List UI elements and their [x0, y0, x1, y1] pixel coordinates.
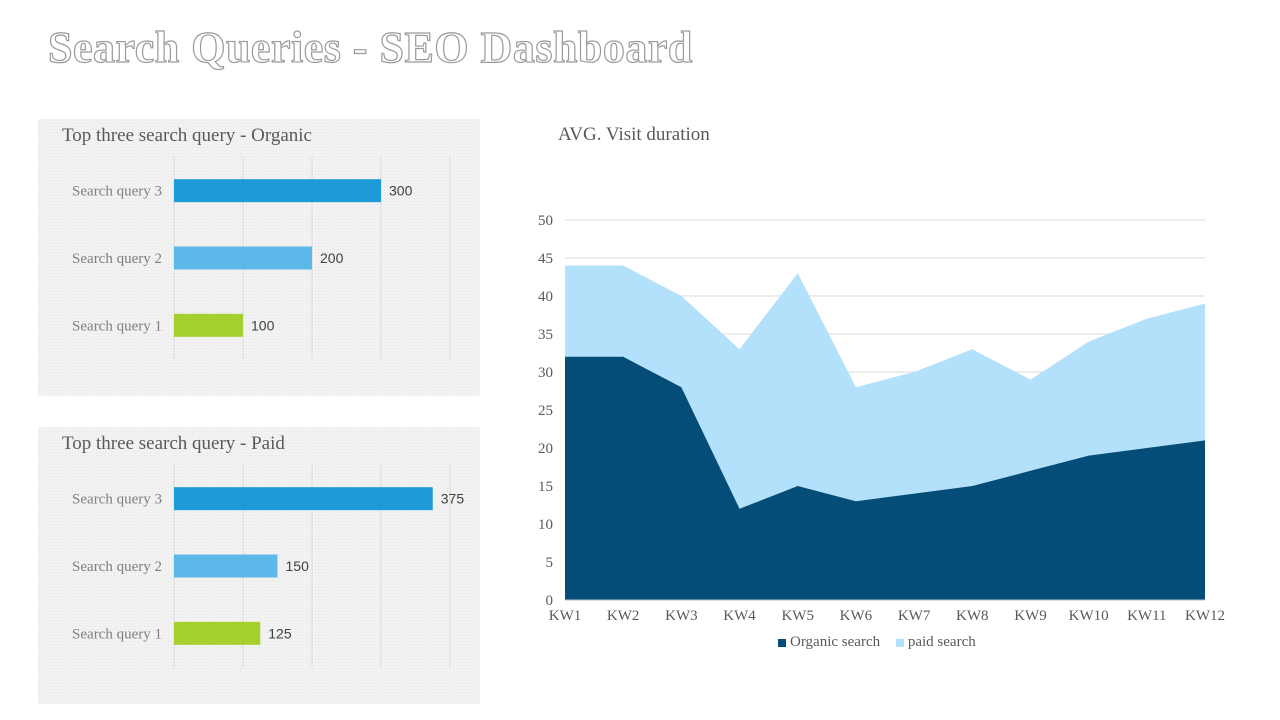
x-tick-label: KW10	[1069, 608, 1109, 624]
organic-chart-title: Top three search query - Organic	[62, 125, 312, 146]
organic-bar	[174, 179, 381, 203]
organic-bar-chart: Search query 3 300 Search query 2 200 Search…	[72, 157, 451, 359]
legend-label-paid-search: paid search	[907, 634, 976, 650]
organic-bar	[174, 246, 312, 270]
legend-swatch-organic	[778, 638, 786, 647]
legend-item-organic-search: Organic search	[778, 634, 880, 651]
organic-data-label: 300	[389, 183, 413, 199]
chart-legend: Organic search paid search	[778, 634, 988, 652]
organic-query-panel: Top three search query - Organic Search …	[38, 119, 480, 396]
y-tick-label: 40	[538, 289, 553, 305]
visit-duration-panel: AVG. Visit duration 0 5 10 15 20 25 30 35 40 45 50…	[520, 110, 1260, 670]
paid-category-label: Search query 2	[72, 559, 162, 575]
paid-bar	[174, 621, 261, 645]
visit-duration-chart-title: AVG. Visit duration	[558, 124, 710, 145]
paid-chart-title: Top three search query - Paid	[62, 433, 285, 454]
y-tick-label: 25	[538, 403, 553, 419]
legend-swatch-paid	[895, 638, 904, 647]
x-tick-label: KW8	[956, 608, 989, 624]
paid-bar	[174, 487, 433, 511]
paid-category-label: Search query 3	[72, 492, 162, 508]
y-tick-label: 30	[538, 365, 553, 381]
x-tick-label: KW4	[723, 608, 756, 624]
x-tick-label: KW2	[607, 608, 640, 624]
y-tick-label: 35	[538, 327, 553, 343]
organic-search-area	[565, 356, 1205, 600]
x-tick-label: KW9	[1014, 608, 1047, 624]
x-tick-label: KW12	[1185, 608, 1225, 624]
paid-query-panel: Top three search query - Paid Search que…	[38, 427, 480, 704]
x-tick-label: KW3	[665, 608, 698, 624]
y-tick-label: 5	[546, 555, 554, 571]
visit-duration-area-chart: 0 5 10 15 20 25 30 35 40 45 50 KW1 KW2 KW3 KW4 KW5 KW6 KW…	[538, 213, 1225, 624]
y-tick-label: 15	[538, 479, 553, 495]
organic-data-label: 200	[320, 250, 344, 266]
y-tick-label: 20	[538, 441, 553, 457]
paid-data-label: 150	[286, 558, 310, 574]
paid-data-label: 125	[268, 625, 292, 641]
x-tick-label: KW1	[549, 608, 582, 624]
organic-bar	[174, 313, 243, 337]
paid-search-area	[565, 265, 1205, 509]
organic-category-label: Search query 3	[72, 184, 162, 200]
x-tick-label: KW11	[1127, 608, 1166, 624]
y-tick-label: 0	[546, 593, 554, 609]
legend-item-paid-search: paid search	[895, 634, 976, 651]
page-title: Search Queries - SEO Dashboard	[47, 22, 693, 72]
organic-category-label: Search query 1	[72, 318, 162, 334]
y-tick-label: 50	[538, 213, 553, 229]
x-tick-label: KW7	[898, 608, 931, 624]
legend-label-organic-search: Organic search	[790, 634, 881, 650]
y-tick-label: 45	[538, 251, 553, 267]
paid-category-label: Search query 1	[72, 626, 162, 642]
paid-bar-chart: Search query 3 375 Search query 2 150 Search…	[72, 465, 465, 667]
x-tick-label: KW5	[781, 608, 814, 624]
organic-category-label: Search query 2	[72, 251, 162, 267]
y-tick-label: 10	[538, 517, 553, 533]
organic-data-label: 100	[251, 317, 275, 333]
x-tick-label: KW6	[840, 608, 873, 624]
paid-bar	[174, 554, 278, 578]
paid-data-label: 375	[441, 491, 465, 507]
